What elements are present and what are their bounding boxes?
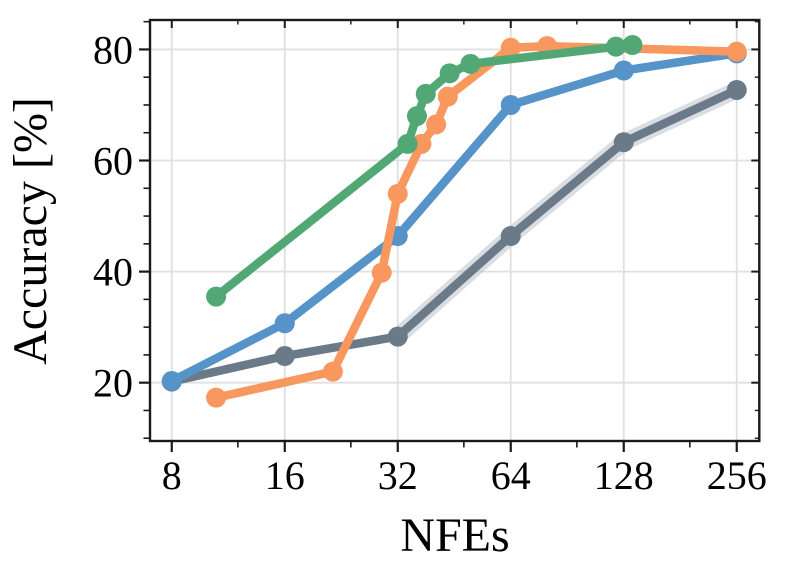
x-axis-label: NFEs (400, 509, 509, 562)
y-tick-label: 40 (93, 250, 133, 295)
x-tick-label: 16 (265, 453, 305, 498)
series-line-blue (167, 49, 741, 386)
data-point-orange (500, 37, 521, 58)
data-point-gray (387, 326, 408, 347)
data-point-blue (274, 313, 295, 334)
data-point-green (415, 83, 436, 104)
data-point-gray (726, 79, 747, 100)
data-point-green (605, 36, 626, 57)
data-point-green (206, 286, 227, 307)
data-point-gray (613, 132, 634, 153)
data-point-orange (371, 262, 392, 283)
data-point-orange (411, 133, 432, 154)
data-point-green (622, 34, 643, 55)
y-tick-label: 20 (93, 361, 133, 406)
uncertainty-band-gray (389, 81, 746, 346)
data-point-orange (426, 114, 447, 135)
grid-layer (150, 20, 760, 441)
data-point-blue (161, 371, 182, 392)
x-tick-label: 128 (594, 453, 654, 498)
data-point-blue (613, 60, 634, 81)
data-point-green (460, 53, 481, 74)
y-tick-label: 60 (93, 139, 133, 184)
series-line-orange (211, 41, 741, 402)
series-line-gray (167, 85, 741, 386)
data-point-green (406, 106, 427, 127)
data-point-gray (500, 226, 521, 247)
x-tick-label: 32 (378, 453, 418, 498)
data-point-orange (387, 183, 408, 204)
data-point-orange (322, 361, 343, 382)
x-tick-label: 64 (491, 453, 531, 498)
data-point-orange (206, 387, 227, 408)
plot-border (148, 18, 761, 443)
x-tick-label: 8 (162, 453, 182, 498)
data-point-orange (437, 86, 458, 107)
y-tick-label: 80 (93, 27, 133, 72)
data-point-green (397, 133, 418, 154)
data-point-blue (500, 94, 521, 115)
data-point-orange (726, 41, 747, 62)
y-axis-label: Accuracy [%] (4, 97, 57, 365)
data-point-gray (274, 346, 295, 367)
x-tick-label: 256 (707, 453, 767, 498)
series-layer (161, 34, 747, 408)
data-point-green (439, 63, 460, 84)
axes-layer: 8 16 32 64 128 256 20 40 60 80 (93, 18, 767, 498)
